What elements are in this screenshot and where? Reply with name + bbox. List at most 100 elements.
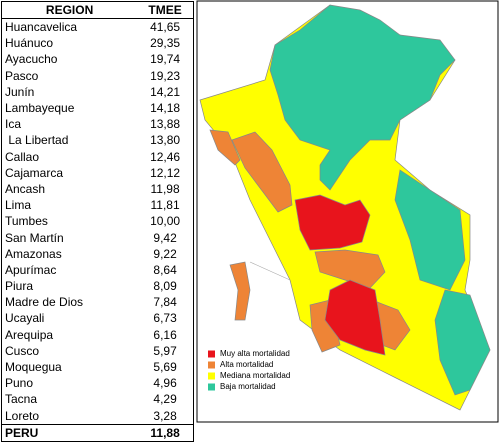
region-cell: Cusco <box>5 343 40 358</box>
value-cell: 13,80 <box>150 133 181 148</box>
table-row: Madre de Dios 7,84 <box>2 294 194 310</box>
region-high <box>209 129 241 166</box>
value-cell: 41,65 <box>150 20 181 35</box>
region-high <box>314 249 386 289</box>
table-row: Ayacucho 19,74 <box>2 51 194 67</box>
table-row: Cajamarca 12,12 <box>2 165 194 181</box>
table-row: Tacna 4,29 <box>2 391 194 407</box>
table-row: Pasco 19,23 <box>2 68 194 84</box>
table-row: San Martín 9,42 <box>2 229 194 245</box>
legend: Muy alta mortalidad Alta mortalidad Median… <box>208 349 290 391</box>
region-very-high <box>324 279 386 356</box>
region-high <box>229 261 251 321</box>
region-low <box>394 169 466 291</box>
region-cell: Pasco <box>5 68 39 83</box>
value-cell: 8,64 <box>153 262 177 277</box>
region-cell: La Libertad <box>5 133 69 148</box>
table-row: Huancavelica 41,65 <box>2 19 194 36</box>
region-cell: Junín <box>5 84 35 99</box>
value-cell: 10,00 <box>150 214 181 229</box>
region-cell: Ucayali <box>5 311 45 326</box>
table-row: Moquegua 5,69 <box>2 359 194 375</box>
value-cell: 29,35 <box>150 36 181 51</box>
region-low <box>269 4 456 191</box>
region-cell: Cajamarca <box>5 165 64 180</box>
region-cell: Piura <box>5 279 34 294</box>
value-cell: 13,88 <box>150 117 181 132</box>
region-cell: Ancash <box>5 181 46 196</box>
legend-label: Alta mortalidad <box>220 360 273 369</box>
total-row: PERU 11,88 <box>1 423 194 442</box>
region-cell: Puno <box>5 376 34 391</box>
legend-swatch <box>208 361 215 369</box>
value-cell: 12,46 <box>150 149 181 164</box>
value-cell: 4,96 <box>153 376 177 391</box>
value-cell: 14,21 <box>150 84 181 99</box>
table-row: Apurímac 8,64 <box>2 262 194 278</box>
region-low <box>434 289 491 396</box>
region-cell: PERU <box>1 423 138 442</box>
value-cell: 19,74 <box>150 52 181 67</box>
value-cell: 8,09 <box>153 279 177 294</box>
table-row: Ancash 11,98 <box>2 181 194 197</box>
region-cell: Madre de Dios <box>5 295 84 310</box>
value-cell: 9,42 <box>153 230 177 245</box>
table-row: Piura 8,09 <box>2 278 194 294</box>
value-cell: 11,98 <box>150 181 180 196</box>
table-row: Tumbes 10,00 <box>2 213 194 229</box>
header-cell: TMEE <box>137 1 194 19</box>
table-row: Ucayali 6,73 <box>2 310 194 326</box>
region-high <box>231 131 293 213</box>
value-cell: 6,73 <box>153 311 177 326</box>
region-cell: Huánuco <box>5 36 54 51</box>
legend-label: Muy alta mortalidad <box>220 349 290 358</box>
region-cell: Lima <box>5 198 32 213</box>
map-frame <box>196 0 499 423</box>
value-cell: 3,28 <box>153 408 177 423</box>
legend-label: Baja mortalidad <box>220 382 276 391</box>
table-row: La Libertad 13,80 <box>2 132 194 148</box>
region-cell: Tumbes <box>5 214 48 229</box>
table-row: Junín 14,21 <box>2 84 194 100</box>
value-cell: 5,97 <box>153 343 177 358</box>
map: Muy alta mortalidad Alta mortalidad Median… <box>196 0 499 423</box>
header-cell: REGION <box>1 1 138 19</box>
table-row: Callao 12,46 <box>2 149 194 165</box>
region-cell: Loreto <box>5 408 40 423</box>
legend-swatch <box>208 350 215 358</box>
table-row: Huánuco 29,35 <box>2 35 194 51</box>
table-row: Lima 11,81 <box>2 197 194 213</box>
value-cell: 6,16 <box>153 327 177 342</box>
value-cell: 11,81 <box>150 198 180 213</box>
region-very-high <box>294 194 371 251</box>
region-cell: Ayacucho <box>5 52 58 67</box>
value-cell: 5,69 <box>153 360 177 375</box>
region-cell: Ica <box>5 117 22 132</box>
table-row: Ica 13,88 <box>2 116 194 132</box>
region-cell: Tacna <box>5 392 38 407</box>
region-cell: Moquegua <box>5 360 62 375</box>
value-cell: 14,18 <box>150 101 181 116</box>
legend-swatch <box>208 383 215 391</box>
region-cell: Arequipa <box>5 327 54 342</box>
value-cell: 11,88 <box>137 423 194 442</box>
header-row: REGION TMEE <box>1 1 194 19</box>
value-cell: 19,23 <box>150 68 181 83</box>
table-row: Lambayeque 14,18 <box>2 100 194 116</box>
value-cell: 9,22 <box>153 246 177 261</box>
table-row: Loreto 3,28 <box>2 408 194 425</box>
region-cell: San Martín <box>5 230 64 245</box>
region-cell: Apurímac <box>5 262 57 277</box>
region-cell: Amazonas <box>5 246 62 261</box>
legend-label: Mediana mortalidad <box>220 371 290 380</box>
legend-swatch <box>208 372 215 380</box>
value-cell: 4,29 <box>153 392 177 407</box>
region-cell: Huancavelica <box>5 20 78 35</box>
value-cell: 12,12 <box>150 165 181 180</box>
table-row: Cusco 5,97 <box>2 343 194 359</box>
region-cell: Lambayeque <box>5 101 75 116</box>
table-row: Arequipa 6,16 <box>2 327 194 343</box>
table-row: Amazonas 9,22 <box>2 246 194 262</box>
region-cell: Callao <box>5 149 40 164</box>
